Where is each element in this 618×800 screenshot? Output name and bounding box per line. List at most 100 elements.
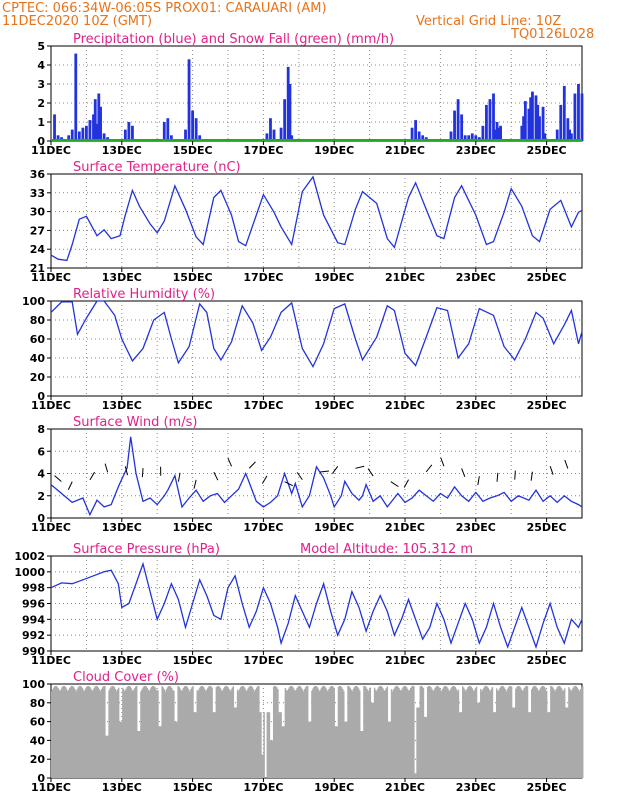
x-tick-label: 23DEC bbox=[456, 271, 496, 284]
cloud-bar bbox=[370, 702, 373, 778]
cloud-bar bbox=[104, 685, 106, 778]
cloud-bar bbox=[108, 690, 110, 778]
cloud-bar bbox=[503, 687, 505, 778]
cloud-bar bbox=[196, 690, 198, 778]
cloud-bar bbox=[263, 712, 265, 778]
cloud-bar bbox=[575, 686, 578, 778]
y-tick-label: 0 bbox=[37, 390, 45, 403]
cloud-bar bbox=[441, 689, 444, 778]
cloud-bar bbox=[536, 688, 538, 778]
cloud-bar bbox=[277, 689, 279, 778]
cloud-bar bbox=[284, 687, 287, 778]
cloud-bar bbox=[417, 707, 419, 778]
precip-bar bbox=[470, 133, 474, 141]
cloud-bar bbox=[447, 688, 449, 778]
cloud-bar bbox=[404, 685, 407, 778]
wind-arrow bbox=[296, 472, 303, 481]
precip-bar bbox=[290, 135, 294, 141]
cloud-bar bbox=[527, 712, 530, 778]
cloud-bar bbox=[361, 731, 363, 778]
wind-arrow bbox=[124, 466, 129, 476]
precip-bar bbox=[467, 135, 471, 141]
cloud-bar bbox=[571, 689, 573, 778]
cloud-bar bbox=[181, 689, 184, 778]
y-tick-label: 992 bbox=[22, 629, 45, 642]
y-tick-label: 5 bbox=[37, 40, 45, 53]
cloud-bar bbox=[559, 686, 562, 778]
wind-arrow bbox=[67, 481, 73, 490]
cloud-bar bbox=[91, 691, 93, 778]
y-tick-label: 998 bbox=[22, 582, 45, 595]
cloud-bar bbox=[226, 686, 228, 778]
cloud-bar bbox=[240, 687, 242, 778]
cloud-bar bbox=[549, 712, 551, 778]
cloud-bar bbox=[473, 690, 476, 778]
cloud-bar bbox=[509, 685, 512, 778]
cloud-bar bbox=[385, 688, 387, 778]
cloud-bar bbox=[65, 688, 68, 778]
x-tick-label: 17DEC bbox=[243, 654, 283, 667]
panel-4: 990 992 994 996 998 1000 1002 11DEC 13DEC 15DEC 17… bbox=[14, 542, 583, 667]
cloud-bar bbox=[313, 686, 315, 778]
precip-bar bbox=[499, 125, 502, 141]
cloud-bar bbox=[287, 688, 290, 778]
panel-frame bbox=[50, 300, 583, 397]
y-tick-label: 994 bbox=[22, 613, 45, 626]
wind-arrow bbox=[319, 470, 330, 473]
cloud-bar bbox=[471, 688, 474, 778]
cloud-bar bbox=[578, 691, 581, 778]
cloud-bar bbox=[300, 687, 303, 778]
cloud-bar bbox=[129, 686, 132, 778]
y-tick-label: 8 bbox=[37, 423, 45, 436]
precip-bar bbox=[449, 131, 453, 141]
cloud-bar bbox=[285, 689, 288, 778]
wind-arrow bbox=[530, 471, 533, 481]
cloud-bar bbox=[150, 686, 153, 778]
precip-bar bbox=[123, 129, 127, 141]
y-tick-label: 0 bbox=[37, 135, 45, 148]
cloud-bar bbox=[250, 686, 253, 778]
cloud-bar bbox=[395, 686, 397, 778]
y-tick-label: 1 bbox=[37, 116, 45, 129]
cloud-bar bbox=[446, 686, 448, 778]
cloud-bar bbox=[579, 688, 582, 778]
cloud-bar bbox=[165, 689, 168, 778]
cloud-bar bbox=[225, 685, 227, 778]
cloud-bar bbox=[57, 687, 59, 778]
cloud-bar bbox=[156, 690, 158, 778]
cloud-bar bbox=[173, 690, 175, 778]
cloud-bar bbox=[316, 687, 318, 778]
cloud-bar bbox=[174, 721, 176, 778]
cloud-bar bbox=[543, 686, 546, 778]
y-tick-label: 1002 bbox=[14, 550, 45, 563]
y-tick-label: 4 bbox=[37, 468, 45, 481]
cloud-bar bbox=[147, 689, 150, 778]
cloud-bar bbox=[159, 726, 161, 778]
cloud-bar bbox=[310, 721, 312, 778]
cloud-bar bbox=[112, 686, 115, 778]
cloud-bar bbox=[71, 685, 73, 778]
cloud-bar bbox=[355, 685, 358, 778]
x-tick-label: 19DEC bbox=[314, 521, 354, 534]
cloud-bar bbox=[63, 686, 66, 778]
cloud-bar bbox=[551, 686, 553, 778]
precip-bar bbox=[456, 99, 460, 141]
cloud-bar bbox=[401, 688, 403, 778]
cloud-bar bbox=[171, 687, 173, 778]
precip-bar bbox=[187, 59, 191, 141]
cloud-bar bbox=[542, 686, 545, 778]
cloud-bar bbox=[430, 687, 432, 778]
cloud-bar bbox=[293, 688, 295, 778]
cloud-bar bbox=[354, 686, 357, 778]
cloud-bar bbox=[243, 686, 245, 778]
cloud-bar bbox=[151, 686, 154, 778]
cloud-bar bbox=[568, 687, 570, 778]
cloud-bar bbox=[270, 740, 273, 778]
cloud-bar bbox=[499, 688, 501, 778]
cloud-bar bbox=[399, 689, 401, 778]
precip-bar bbox=[541, 106, 545, 141]
cloud-bar bbox=[315, 686, 317, 778]
x-tick-label: 15DEC bbox=[173, 399, 213, 412]
cloud-bar bbox=[148, 690, 151, 778]
cloud-bar bbox=[394, 687, 396, 778]
